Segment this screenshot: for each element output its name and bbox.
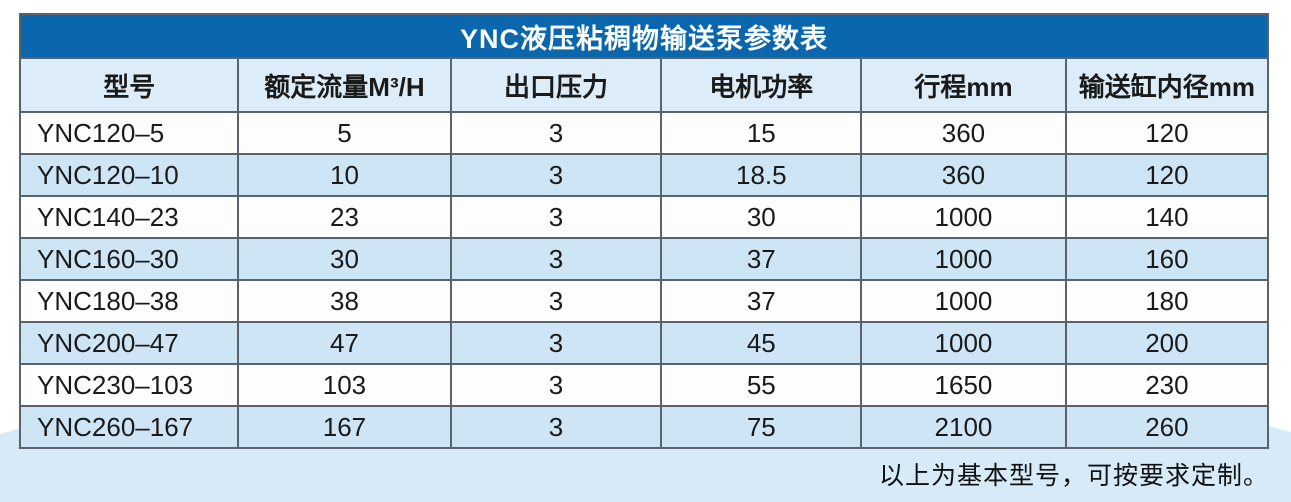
- cell-model: YNC180–38: [18, 279, 240, 323]
- cell-outlet-pressure: 3: [449, 405, 663, 449]
- cell-cylinder-bore: 120: [1064, 153, 1270, 197]
- cell-rated-flow: 38: [237, 279, 452, 323]
- cell-outlet-pressure: 3: [449, 363, 663, 407]
- table-header-row: 型号 额定流量M³/H 出口压力 电机功率 行程mm 输送缸内径mm: [18, 57, 1270, 113]
- cell-motor-power: 15: [660, 111, 863, 155]
- table-row: YNC160–30 30 3 37 1000 160: [18, 237, 1270, 281]
- cell-stroke: 1000: [860, 279, 1067, 323]
- cell-model: YNC120–5: [18, 111, 240, 155]
- cell-stroke: 360: [860, 153, 1067, 197]
- cell-rated-flow: 23: [237, 195, 452, 239]
- cell-rated-flow: 167: [237, 405, 452, 449]
- cell-cylinder-bore: 180: [1064, 279, 1270, 323]
- cell-rated-flow: 10: [237, 153, 452, 197]
- cell-outlet-pressure: 3: [449, 195, 663, 239]
- cell-motor-power: 37: [660, 237, 863, 281]
- cell-outlet-pressure: 3: [449, 153, 663, 197]
- table-row: YNC140–23 23 3 30 1000 140: [18, 195, 1270, 239]
- column-header-cylinder-bore: 输送缸内径mm: [1064, 57, 1270, 113]
- table-title: YNC液压粘稠物输送泵参数表: [19, 13, 1269, 59]
- table-row: YNC120–10 10 3 18.5 360 120: [18, 153, 1270, 197]
- cell-motor-power: 55: [660, 363, 863, 407]
- table-title-row: YNC液压粘稠物输送泵参数表: [19, 13, 1269, 59]
- cell-motor-power: 75: [660, 405, 863, 449]
- cell-rated-flow: 30: [237, 237, 452, 281]
- column-header-model: 型号: [18, 57, 240, 113]
- cell-stroke: 360: [860, 111, 1067, 155]
- table-row: YNC120–5 5 3 15 360 120: [18, 111, 1270, 155]
- cell-motor-power: 45: [660, 321, 863, 365]
- cell-outlet-pressure: 3: [449, 111, 663, 155]
- cell-stroke: 1000: [860, 237, 1067, 281]
- cell-model: YNC120–10: [18, 153, 240, 197]
- table-row: YNC200–47 47 3 45 1000 200: [18, 321, 1270, 365]
- cell-model: YNC140–23: [18, 195, 240, 239]
- cell-outlet-pressure: 3: [449, 321, 663, 365]
- cell-model: YNC200–47: [18, 321, 240, 365]
- cell-rated-flow: 5: [237, 111, 452, 155]
- cell-stroke: 1000: [860, 195, 1067, 239]
- column-header-motor-power: 电机功率: [660, 57, 863, 113]
- footnote: 以上为基本型号，可按要求定制。: [878, 462, 1269, 490]
- cell-cylinder-bore: 200: [1064, 321, 1270, 365]
- table-row: YNC230–103 103 3 55 1650 230: [18, 363, 1270, 407]
- cell-cylinder-bore: 230: [1064, 363, 1270, 407]
- cell-rated-flow: 47: [237, 321, 452, 365]
- cell-cylinder-bore: 140: [1064, 195, 1270, 239]
- cell-motor-power: 18.5: [660, 153, 863, 197]
- column-header-stroke: 行程mm: [860, 57, 1067, 113]
- table-row: YNC180–38 38 3 37 1000 180: [18, 279, 1270, 323]
- table-row: YNC260–167 167 3 75 2100 260: [18, 405, 1270, 449]
- pump-parameters-table: YNC液压粘稠物输送泵参数表 型号 额定流量M³/H 出口压力 电机功率 行程m…: [18, 13, 1270, 449]
- cell-stroke: 1650: [860, 363, 1067, 407]
- column-header-rated-flow: 额定流量M³/H: [237, 57, 452, 113]
- cell-model: YNC260–167: [18, 405, 240, 449]
- cell-stroke: 2100: [860, 405, 1067, 449]
- cell-rated-flow: 103: [237, 363, 452, 407]
- cell-motor-power: 30: [660, 195, 863, 239]
- cell-cylinder-bore: 260: [1064, 405, 1270, 449]
- column-header-outlet-pressure: 出口压力: [449, 57, 663, 113]
- cell-stroke: 1000: [860, 321, 1067, 365]
- cell-model: YNC230–103: [18, 363, 240, 407]
- cell-model: YNC160–30: [18, 237, 240, 281]
- cell-outlet-pressure: 3: [449, 279, 663, 323]
- cell-motor-power: 37: [660, 279, 863, 323]
- cell-outlet-pressure: 3: [449, 237, 663, 281]
- cell-cylinder-bore: 160: [1064, 237, 1270, 281]
- cell-cylinder-bore: 120: [1064, 111, 1270, 155]
